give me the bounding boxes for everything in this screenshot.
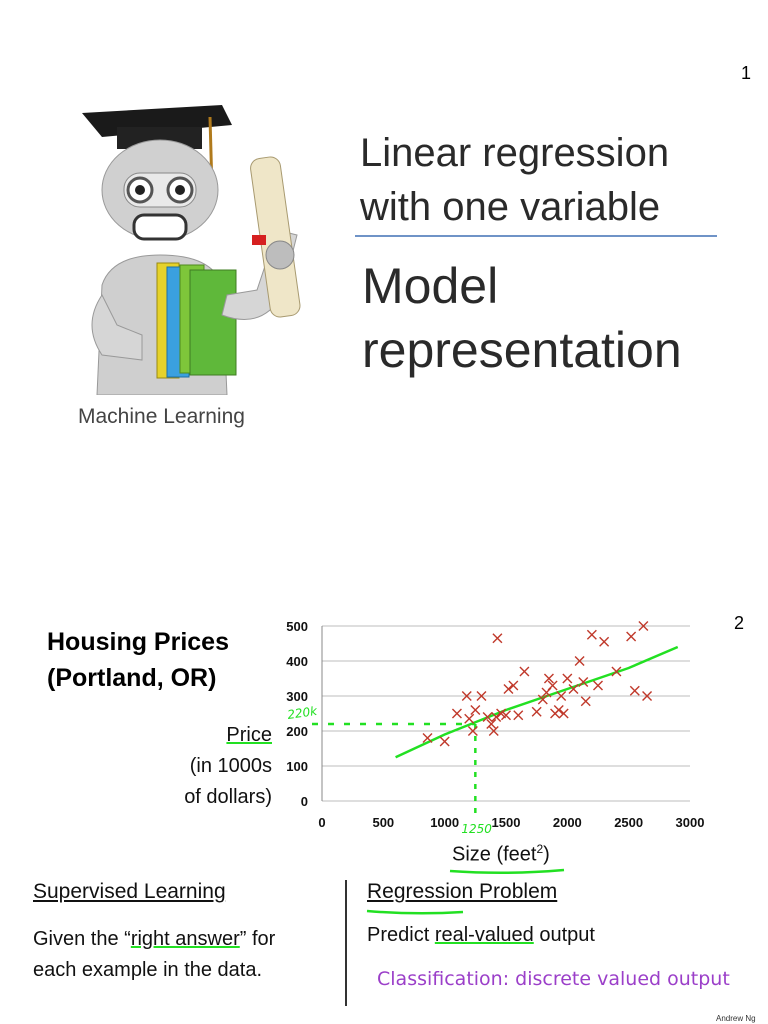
y-tick-label-500: 500 bbox=[286, 619, 308, 634]
x-tick-label-1000: 1000 bbox=[430, 815, 459, 830]
page-number-1: 1 bbox=[741, 63, 752, 83]
x-tick-label-2500: 2500 bbox=[614, 815, 643, 830]
data-point bbox=[508, 680, 519, 691]
data-point bbox=[580, 696, 591, 707]
data-point bbox=[476, 691, 487, 701]
x-tick-label-500: 500 bbox=[372, 815, 394, 830]
data-point bbox=[451, 708, 462, 719]
data-point bbox=[586, 629, 597, 640]
slide-subtitle: Model representation bbox=[362, 254, 762, 382]
data-point bbox=[486, 719, 497, 729]
housing-heading: Housing Prices (Portland, OR) bbox=[47, 624, 229, 696]
data-point bbox=[482, 712, 493, 722]
data-point bbox=[626, 631, 637, 642]
data-point bbox=[599, 636, 610, 647]
column-divider bbox=[345, 880, 347, 1006]
x-tick-label-2000: 2000 bbox=[553, 815, 582, 830]
data-point bbox=[562, 673, 573, 684]
regression-problem-title: Regression Problem bbox=[367, 880, 558, 903]
y-label-line-3: of dollars) bbox=[184, 786, 272, 808]
author-credit: Andrew Ng bbox=[716, 1014, 756, 1023]
data-point bbox=[439, 736, 450, 747]
data-point bbox=[578, 677, 589, 687]
data-point bbox=[553, 705, 564, 715]
housing-price-scatter-chart: 0 100 200 300 400 500 0 500 1000 1500 2000 2500 3000… bbox=[286, 619, 705, 836]
y-label-line-2: (in 1000s bbox=[189, 755, 272, 777]
supervised-learning-title: Supervised Learning bbox=[33, 880, 226, 903]
y-label-price: Price bbox=[226, 724, 272, 746]
right-answer-highlight: right answer bbox=[130, 928, 240, 950]
y-tick-label-400: 400 bbox=[286, 654, 308, 669]
data-point bbox=[642, 691, 653, 701]
heading-line-1: Housing Prices bbox=[47, 628, 229, 656]
data-point bbox=[593, 680, 603, 691]
data-point bbox=[568, 684, 579, 694]
y-tick-label-200: 200 bbox=[286, 724, 308, 739]
data-point bbox=[422, 733, 433, 743]
data-point bbox=[547, 680, 558, 691]
data-point bbox=[470, 705, 481, 715]
regression-underline-annotation bbox=[366, 909, 464, 915]
classification-note: Classification: discrete valued output bbox=[377, 968, 730, 990]
x-tick-label-1500: 1500 bbox=[492, 815, 521, 830]
data-point bbox=[501, 710, 511, 721]
data-point bbox=[464, 713, 475, 724]
data-point bbox=[556, 691, 567, 701]
x-axis-title-underline bbox=[449, 868, 565, 875]
y-tick-label-0: 0 bbox=[301, 794, 308, 809]
data-point bbox=[558, 708, 569, 719]
y-tick-label-300: 300 bbox=[286, 689, 308, 704]
data-point bbox=[467, 726, 478, 736]
data-point bbox=[503, 684, 514, 694]
regression-problem-body: Predict real-valued output bbox=[367, 924, 595, 946]
data-point bbox=[629, 685, 640, 696]
data-point bbox=[513, 710, 524, 721]
data-point bbox=[461, 691, 472, 701]
real-valued-highlight: real-valued bbox=[434, 924, 534, 946]
title-line-2: with one variable bbox=[360, 185, 661, 229]
x-axis-title: Size (feet2) bbox=[452, 842, 550, 866]
course-label: Machine Learning bbox=[78, 405, 245, 428]
data-point bbox=[492, 633, 503, 644]
title-divider bbox=[355, 235, 717, 237]
data-point bbox=[611, 666, 622, 677]
slide-title: Linear regression with one variable bbox=[360, 126, 740, 234]
data-point bbox=[519, 666, 530, 677]
data-point bbox=[574, 656, 585, 666]
annotation-size-label: 1250 bbox=[461, 822, 492, 836]
heading-line-2: (Portland, OR) bbox=[47, 664, 217, 692]
annotation-price-label: 220k bbox=[286, 704, 319, 722]
data-point bbox=[537, 694, 548, 705]
data-point bbox=[488, 726, 499, 736]
data-point bbox=[531, 706, 542, 717]
data-point bbox=[543, 673, 554, 684]
y-axis-title-price: Price bbox=[226, 720, 272, 751]
graduate-robot-illustration bbox=[82, 105, 301, 395]
regression-fit-line bbox=[395, 645, 679, 759]
x-tick-label-3000: 3000 bbox=[676, 815, 705, 830]
y-tick-label-100: 100 bbox=[286, 759, 308, 774]
page-number-2: 2 bbox=[734, 613, 745, 633]
data-point bbox=[491, 712, 502, 722]
subtitle-line-1: Model bbox=[362, 258, 499, 314]
supervised-learning-body: Given the “right answer” for each exampl… bbox=[33, 928, 276, 981]
x-tick-label-0: 0 bbox=[318, 815, 325, 830]
title-line-1: Linear regression bbox=[360, 131, 670, 175]
subtitle-line-2: representation bbox=[362, 322, 682, 378]
data-point bbox=[638, 621, 649, 631]
